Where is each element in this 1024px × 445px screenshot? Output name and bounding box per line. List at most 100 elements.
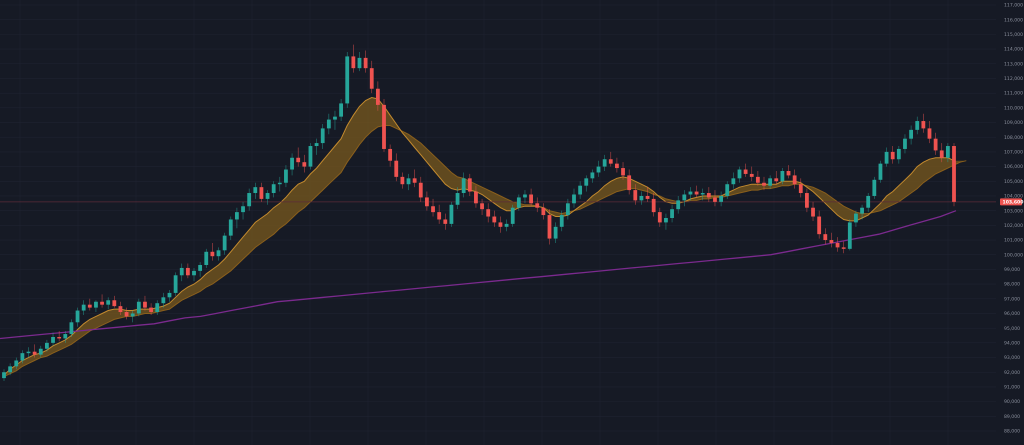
candle[interactable] bbox=[271, 181, 276, 198]
candle[interactable] bbox=[437, 204, 442, 224]
candle[interactable] bbox=[706, 187, 711, 202]
candle[interactable] bbox=[664, 213, 668, 230]
candle[interactable] bbox=[578, 181, 583, 199]
candle[interactable] bbox=[339, 99, 343, 122]
candle[interactable] bbox=[345, 52, 350, 108]
candle[interactable] bbox=[884, 147, 889, 167]
candle[interactable] bbox=[284, 165, 288, 188]
candle[interactable] bbox=[81, 300, 86, 315]
candle[interactable] bbox=[112, 295, 117, 308]
candle[interactable] bbox=[651, 193, 656, 217]
candle[interactable] bbox=[529, 188, 533, 207]
candle[interactable] bbox=[443, 213, 448, 230]
candle[interactable] bbox=[143, 295, 147, 311]
candle[interactable] bbox=[412, 169, 417, 188]
candle[interactable] bbox=[26, 347, 31, 358]
candle[interactable] bbox=[645, 187, 650, 202]
candle[interactable] bbox=[192, 267, 196, 282]
candle[interactable] bbox=[308, 143, 313, 170]
candle[interactable] bbox=[535, 197, 540, 213]
candle[interactable] bbox=[823, 228, 828, 245]
candle[interactable] bbox=[222, 232, 227, 255]
candle[interactable] bbox=[621, 162, 625, 180]
candle[interactable] bbox=[743, 163, 748, 177]
candle[interactable] bbox=[455, 187, 460, 210]
candle[interactable] bbox=[915, 116, 920, 135]
candle[interactable] bbox=[921, 113, 926, 133]
candle[interactable] bbox=[2, 369, 6, 382]
candle[interactable] bbox=[247, 188, 252, 211]
candle[interactable] bbox=[847, 219, 852, 251]
candle[interactable] bbox=[326, 113, 331, 135]
candle[interactable] bbox=[259, 182, 264, 202]
candle[interactable] bbox=[602, 154, 607, 171]
candle[interactable] bbox=[185, 263, 190, 279]
candle[interactable] bbox=[811, 201, 815, 221]
candle[interactable] bbox=[106, 297, 111, 310]
candle[interactable] bbox=[204, 248, 209, 268]
candle[interactable] bbox=[860, 204, 864, 220]
candle[interactable] bbox=[737, 166, 742, 183]
candle[interactable] bbox=[167, 289, 172, 302]
candle[interactable] bbox=[173, 272, 178, 296]
candle[interactable] bbox=[400, 172, 405, 189]
candle[interactable] bbox=[572, 188, 576, 208]
candle[interactable] bbox=[394, 153, 399, 182]
candle[interactable] bbox=[210, 242, 215, 261]
candle[interactable] bbox=[375, 81, 380, 111]
candle[interactable] bbox=[841, 241, 846, 254]
candle[interactable] bbox=[431, 198, 435, 217]
candle[interactable] bbox=[418, 176, 423, 202]
candle[interactable] bbox=[952, 143, 956, 207]
candle[interactable] bbox=[467, 173, 472, 196]
candle[interactable] bbox=[51, 332, 55, 346]
candle[interactable] bbox=[755, 170, 760, 186]
candle[interactable] bbox=[179, 263, 184, 282]
candle[interactable] bbox=[32, 344, 37, 358]
candle[interactable] bbox=[798, 178, 803, 198]
candle[interactable] bbox=[909, 125, 913, 145]
candle[interactable] bbox=[290, 153, 294, 176]
candle[interactable] bbox=[69, 319, 74, 337]
candle[interactable] bbox=[118, 301, 123, 315]
candle[interactable] bbox=[829, 232, 834, 248]
candle[interactable] bbox=[817, 210, 822, 239]
candle[interactable] bbox=[449, 201, 454, 227]
candle[interactable] bbox=[198, 262, 203, 277]
candle[interactable] bbox=[8, 363, 13, 376]
candle[interactable] bbox=[657, 207, 662, 227]
candle[interactable] bbox=[786, 165, 791, 179]
candle[interactable] bbox=[333, 110, 337, 130]
candle[interactable] bbox=[406, 173, 411, 191]
candle[interactable] bbox=[504, 219, 509, 232]
candle[interactable] bbox=[719, 191, 723, 207]
candle[interactable] bbox=[516, 194, 521, 211]
candle[interactable] bbox=[38, 345, 43, 358]
candle[interactable] bbox=[124, 307, 129, 320]
candle[interactable] bbox=[253, 182, 258, 199]
candle[interactable] bbox=[792, 169, 797, 189]
candle[interactable] bbox=[265, 190, 270, 205]
candle[interactable] bbox=[805, 188, 809, 213]
candle[interactable] bbox=[872, 176, 877, 199]
candle[interactable] bbox=[492, 210, 497, 227]
candle[interactable] bbox=[363, 50, 368, 73]
candle[interactable] bbox=[149, 303, 153, 315]
candle[interactable] bbox=[559, 210, 564, 232]
candle[interactable] bbox=[94, 300, 98, 313]
candle[interactable] bbox=[510, 204, 515, 227]
candle[interactable] bbox=[553, 222, 558, 243]
candle[interactable] bbox=[878, 160, 883, 183]
candle[interactable] bbox=[615, 157, 619, 173]
candle[interactable] bbox=[688, 187, 693, 201]
candle[interactable] bbox=[155, 300, 160, 315]
candle[interactable] bbox=[63, 331, 68, 343]
candle[interactable] bbox=[939, 143, 944, 163]
candle[interactable] bbox=[547, 209, 552, 245]
candle[interactable] bbox=[474, 185, 478, 208]
candle[interactable] bbox=[388, 144, 393, 167]
candle[interactable] bbox=[713, 190, 717, 207]
candle[interactable] bbox=[945, 143, 950, 163]
